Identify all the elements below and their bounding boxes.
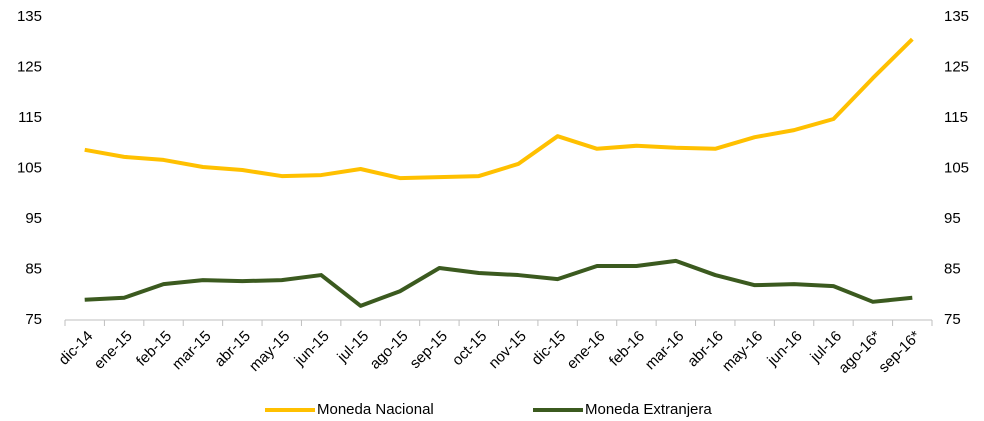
- y2-tick-label: 75: [944, 311, 961, 328]
- x-tick-label: jun-15: [291, 328, 333, 370]
- y-tick-label: 115: [18, 109, 42, 126]
- y2-tick-label: 85: [944, 260, 961, 277]
- x-tick-label: oct-15: [449, 328, 491, 370]
- x-tick-label: may-16: [719, 328, 766, 375]
- y-tick-label: 95: [25, 210, 42, 227]
- y2-tick-label: 135: [944, 8, 969, 25]
- x-tick-label: dic-15: [528, 328, 569, 369]
- x-tick-label: jun-16: [763, 328, 805, 370]
- x-tick-label: feb-15: [133, 328, 175, 370]
- legend-label: Moneda Nacional: [317, 401, 434, 418]
- y2-tick-label: 95: [944, 210, 961, 227]
- series-line: [84, 258, 913, 308]
- series-line: [84, 37, 914, 181]
- y-tick-label: 105: [17, 159, 42, 176]
- x-tick-label: mar-15: [169, 328, 215, 374]
- x-tick-label: dic-14: [55, 328, 96, 369]
- x-tick-label: mar-16: [642, 328, 688, 374]
- legend-label: Moneda Extranjera: [585, 401, 712, 418]
- x-tick-label: feb-16: [606, 328, 648, 370]
- y-tick-label: 125: [17, 58, 42, 75]
- y2-tick-label: 115: [944, 109, 968, 126]
- y2-tick-label: 125: [944, 58, 969, 75]
- x-tick-label: may-15: [246, 328, 293, 375]
- x-tick-label: ene-15: [91, 328, 136, 373]
- y-tick-label: 75: [25, 311, 42, 328]
- x-tick-label: ago-16*: [835, 328, 884, 377]
- x-tick-label: sep-16*: [875, 328, 924, 377]
- x-tick-label: ene-16: [564, 328, 609, 373]
- x-tick-label: nov-15: [485, 328, 529, 372]
- y2-tick-label: 105: [944, 159, 969, 176]
- y-tick-label: 85: [25, 260, 42, 277]
- x-tick-label: sep-15: [407, 328, 451, 372]
- y-tick-label: 135: [17, 8, 42, 25]
- x-tick-label: ago-15: [367, 328, 412, 373]
